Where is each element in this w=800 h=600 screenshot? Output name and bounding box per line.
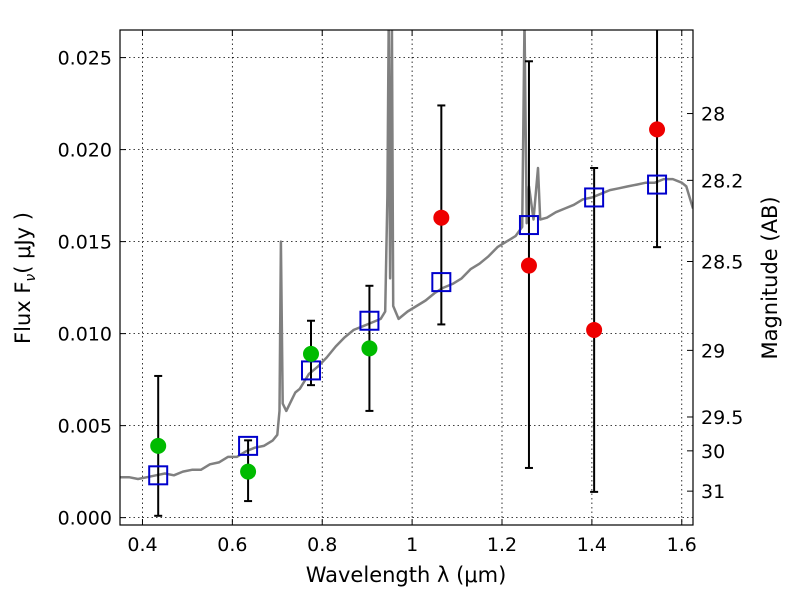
right-tick-label: 31 — [701, 481, 725, 503]
red-point — [433, 209, 450, 226]
x-tick-label: 1.4 — [577, 534, 607, 556]
grid — [120, 30, 693, 525]
y-tick-label: 0.005 — [58, 416, 112, 438]
x-tick-label: 1.6 — [667, 534, 697, 556]
model-square — [518, 215, 539, 236]
y-axis-label: Flux Fν( μJy ) — [11, 212, 39, 344]
y-tick-label: 0.025 — [58, 48, 112, 70]
green-points — [150, 340, 378, 480]
plot-area — [120, 30, 693, 517]
right-tick-label: 30 — [701, 441, 725, 463]
model-square — [431, 272, 452, 293]
x-tick-label: 0.8 — [307, 534, 337, 556]
plot-frame — [119, 29, 694, 526]
right-tick-label: 29.5 — [701, 407, 743, 429]
y-tick-label: 0.015 — [58, 232, 112, 254]
x-tick-label: 1 — [406, 534, 418, 556]
right-tick-label: 28.2 — [701, 170, 743, 192]
green-point — [303, 345, 319, 362]
y-tick-label: 0.010 — [58, 324, 112, 346]
green-point — [361, 340, 378, 357]
spectrum-line — [120, 30, 693, 481]
right-tick-label: 28 — [701, 104, 725, 126]
model-square — [238, 435, 259, 456]
green-point — [150, 437, 167, 454]
right-tick-label: 28.5 — [701, 251, 743, 273]
x-tick-label: 0.4 — [127, 534, 157, 556]
y-tick-label: 0.020 — [58, 140, 112, 162]
model-square — [359, 310, 380, 331]
green-point — [240, 463, 257, 480]
y-tick-label: 0.000 — [58, 508, 112, 530]
model-square — [148, 465, 169, 486]
model-square — [647, 174, 668, 195]
axis-ticks: 0.4 0.6 0.8 1 1.2 1.4 1.6 0.000 0.005 0.010 0.015 0… — [58, 30, 743, 556]
right-tick-label: 29 — [701, 340, 725, 362]
model-square — [584, 187, 605, 208]
x-tick-label: 0.6 — [217, 534, 247, 556]
model-squares — [148, 174, 668, 486]
red-point — [586, 321, 603, 338]
x-axis-label: Wavelength λ (μm) — [306, 563, 507, 587]
right-axis-label: Magnitude (AB) — [758, 196, 782, 359]
red-point — [649, 121, 666, 138]
x-tick-label: 1.2 — [487, 534, 517, 556]
error-bars — [154, 30, 662, 517]
red-point — [520, 257, 537, 274]
red-points — [433, 121, 666, 338]
